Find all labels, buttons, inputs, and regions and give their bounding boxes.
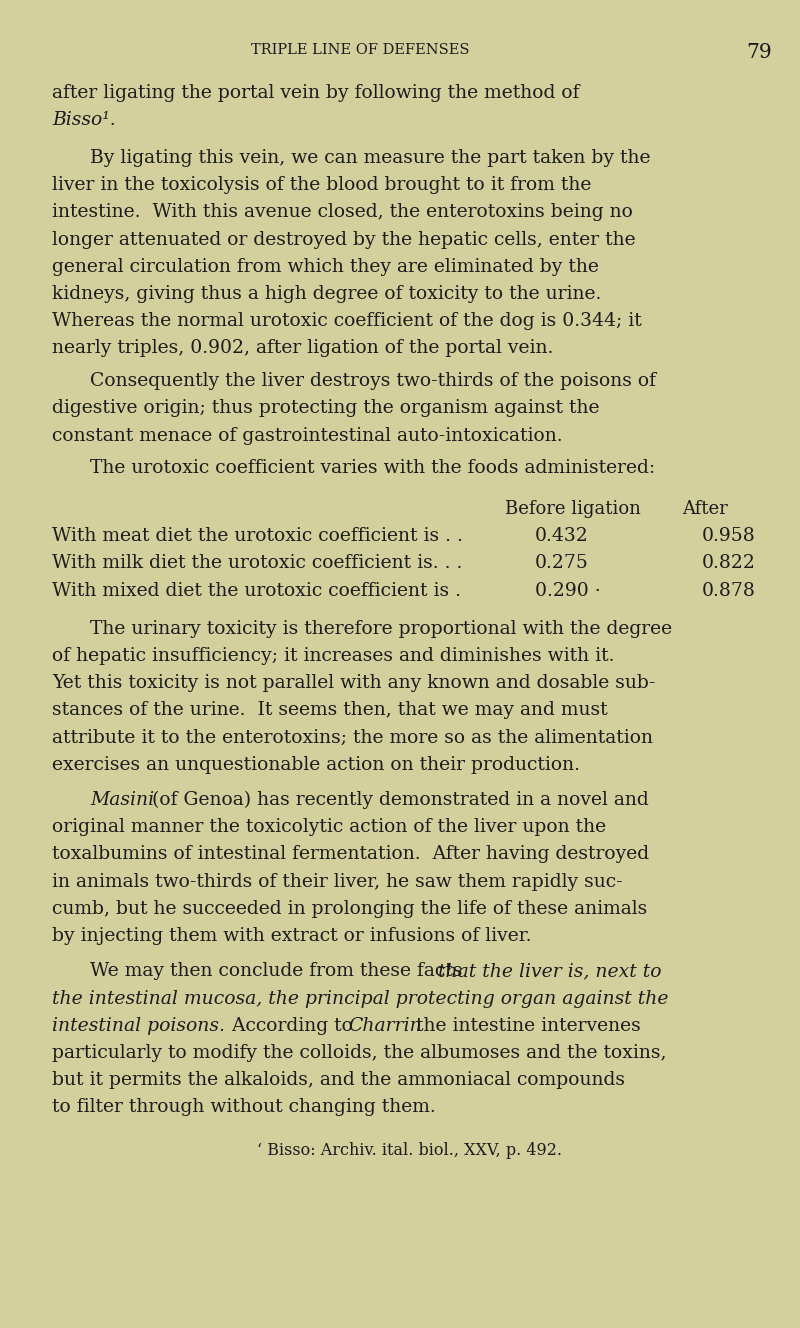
Text: digestive origin; thus protecting the organism against the: digestive origin; thus protecting the or… [52, 400, 599, 417]
Text: cumb, but he succeeded in prolonging the life of these animals: cumb, but he succeeded in prolonging the… [52, 900, 647, 918]
Text: to filter through without changing them.: to filter through without changing them. [52, 1098, 436, 1117]
Text: exercises an unquestionable action on their production.: exercises an unquestionable action on th… [52, 756, 580, 774]
Text: 0.290 ·: 0.290 · [535, 582, 601, 599]
Text: kidneys, giving thus a high degree of toxicity to the urine.: kidneys, giving thus a high degree of to… [52, 286, 602, 303]
Text: original manner the toxicolytic action of the liver upon the: original manner the toxicolytic action o… [52, 818, 606, 837]
Text: nearly triples, 0.902, after ligation of the portal vein.: nearly triples, 0.902, after ligation of… [52, 340, 554, 357]
Text: attribute it to the enterotoxins; the more so as the alimentation: attribute it to the enterotoxins; the mo… [52, 729, 653, 746]
Text: the intestinal mucosa, the principal protecting organ against the: the intestinal mucosa, the principal pro… [52, 989, 669, 1008]
Text: after ligating the portal vein by following the method of: after ligating the portal vein by follow… [52, 84, 579, 102]
Text: of hepatic insufficiency; it increases and diminishes with it.: of hepatic insufficiency; it increases a… [52, 647, 614, 665]
Text: With milk diet the urotoxic coefficient is. . .: With milk diet the urotoxic coefficient … [52, 554, 462, 572]
Text: 0.958: 0.958 [702, 527, 756, 546]
Text: (of Genoa) has recently demonstrated in a novel and: (of Genoa) has recently demonstrated in … [146, 791, 650, 809]
Text: 0.275: 0.275 [535, 554, 589, 572]
Text: constant menace of gastrointestinal auto-intoxication.: constant menace of gastrointestinal auto… [52, 426, 562, 445]
Text: toxalbumins of intestinal fermentation.  After having destroyed: toxalbumins of intestinal fermentation. … [52, 846, 649, 863]
Text: According to: According to [220, 1017, 359, 1035]
Text: in animals two-thirds of their liver, he saw them rapidly suc-: in animals two-thirds of their liver, he… [52, 872, 622, 891]
Text: With meat diet the urotoxic coefficient is . .: With meat diet the urotoxic coefficient … [52, 527, 463, 546]
Text: Consequently the liver destroys two-thirds of the poisons of: Consequently the liver destroys two-thir… [90, 372, 656, 390]
Text: 0.878: 0.878 [702, 582, 756, 599]
Text: longer attenuated or destroyed by the hepatic cells, enter the: longer attenuated or destroyed by the he… [52, 231, 636, 248]
Text: liver in the toxicolysis of the blood brought to it from the: liver in the toxicolysis of the blood br… [52, 177, 591, 194]
Text: Whereas the normal urotoxic coefficient of the dog is 0.344; it: Whereas the normal urotoxic coefficient … [52, 312, 642, 331]
Text: Yet this toxicity is not parallel with any known and dosable sub-: Yet this toxicity is not parallel with a… [52, 675, 655, 692]
Text: With mixed diet the urotoxic coefficient is .: With mixed diet the urotoxic coefficient… [52, 582, 461, 599]
Text: ‘ Bisso: Archiv. ital. biol., XXV, p. 492.: ‘ Bisso: Archiv. ital. biol., XXV, p. 49… [258, 1142, 562, 1159]
Text: particularly to modify the colloids, the albumoses and the toxins,: particularly to modify the colloids, the… [52, 1044, 666, 1062]
Text: We may then conclude from these facts: We may then conclude from these facts [90, 963, 468, 980]
Text: The urotoxic coefficient varies with the foods administered:: The urotoxic coefficient varies with the… [90, 459, 655, 477]
Text: Masini: Masini [90, 791, 154, 809]
Text: Charrin: Charrin [348, 1017, 422, 1035]
Text: but it permits the alkaloids, and the ammoniacal compounds: but it permits the alkaloids, and the am… [52, 1072, 625, 1089]
Text: 0.432: 0.432 [535, 527, 589, 546]
Text: the intestine intervenes: the intestine intervenes [410, 1017, 641, 1035]
Text: TRIPLE LINE OF DEFENSES: TRIPLE LINE OF DEFENSES [250, 42, 470, 57]
Text: intestinal poisons.: intestinal poisons. [52, 1017, 225, 1035]
Text: By ligating this vein, we can measure the part taken by the: By ligating this vein, we can measure th… [90, 149, 650, 167]
Text: Bisso¹.: Bisso¹. [52, 112, 116, 129]
Text: The urinary toxicity is therefore proportional with the degree: The urinary toxicity is therefore propor… [90, 620, 672, 637]
Text: general circulation from which they are eliminated by the: general circulation from which they are … [52, 258, 599, 276]
Text: Before ligation: Before ligation [505, 499, 641, 518]
Text: stances of the urine.  It seems then, that we may and must: stances of the urine. It seems then, tha… [52, 701, 608, 720]
Text: by injecting them with extract or infusions of liver.: by injecting them with extract or infusi… [52, 927, 531, 946]
Text: that the liver is, next to: that the liver is, next to [438, 963, 662, 980]
Text: 0.822: 0.822 [702, 554, 756, 572]
Text: intestine.  With this avenue closed, the enterotoxins being no: intestine. With this avenue closed, the … [52, 203, 633, 222]
Text: 79: 79 [746, 42, 772, 62]
Text: After: After [682, 499, 728, 518]
